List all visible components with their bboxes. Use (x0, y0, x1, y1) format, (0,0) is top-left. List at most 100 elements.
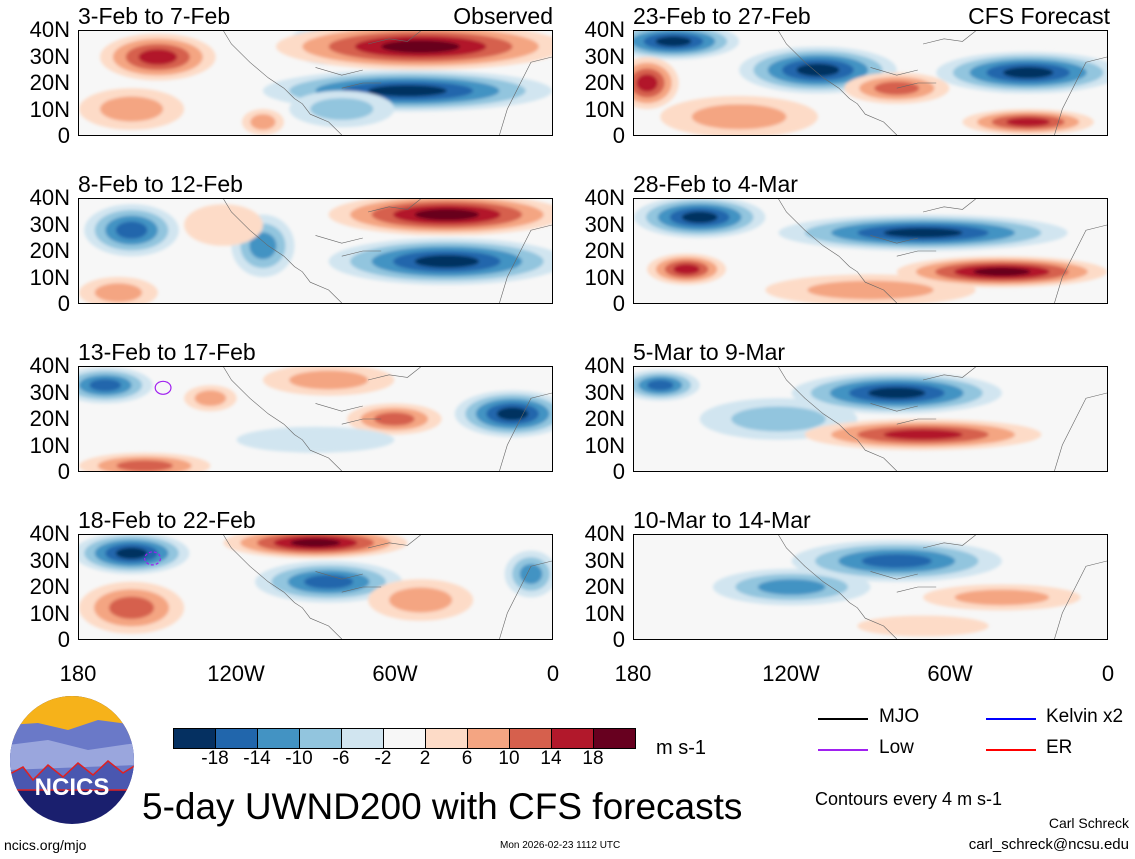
colorbar-swatch (258, 729, 300, 748)
x-tick: 60W (927, 661, 973, 686)
westerly-anomaly-contour (290, 538, 341, 548)
y-tick: 10N (29, 96, 70, 122)
forecast-label: CFS Forecast (968, 3, 1110, 29)
easterly-anomaly-contour (115, 547, 148, 559)
westerly-anomaly-contour (116, 460, 173, 471)
x-tick: 180 (59, 661, 97, 686)
easterly-anomaly-contour (115, 221, 148, 239)
colorbar-units: m s-1 (656, 737, 706, 759)
timestamp: Mon 2026-02-23 1112 UTC (500, 840, 621, 851)
y-tick: 0 (57, 459, 70, 484)
westerly-anomaly-contour (857, 615, 989, 637)
colorbar-label: -14 (243, 748, 271, 769)
author: Carl Schreck (1048, 815, 1129, 831)
low-contour (145, 552, 161, 565)
y-tick: 20N (29, 238, 70, 263)
easterly-anomaly-contour (310, 98, 374, 120)
panel-title: 8-Feb to 12-Feb (78, 171, 243, 197)
x-tick: 0 (1101, 661, 1115, 686)
colorbar (173, 728, 636, 749)
mjo-line-swatch (818, 718, 868, 720)
y-tick: 30N (29, 211, 70, 237)
y-tick: 30N (29, 379, 70, 405)
coastline (779, 367, 1107, 471)
easterly-anomaly-contour (731, 406, 826, 432)
y-tick: 40N (584, 185, 625, 210)
map-panel (78, 534, 553, 640)
westerly-anomaly-contour (289, 370, 369, 390)
coastline (224, 31, 552, 135)
westerly-anomaly-contour (109, 596, 155, 619)
easterly-anomaly-contour (414, 255, 480, 268)
easterly-anomaly-contour (249, 232, 277, 260)
y-tick: 10N (584, 96, 625, 122)
low-line-swatch (818, 749, 868, 751)
westerly-anomaly-contour (374, 412, 415, 426)
y-tick: 20N (584, 238, 625, 263)
panel-title: 5-Mar to 9-Mar (633, 339, 786, 365)
coastline (224, 199, 552, 303)
easterly-anomaly-contour (496, 407, 529, 421)
colorbar-swatch (552, 729, 594, 748)
y-tick: 40N (584, 353, 625, 378)
colorbar-swatch (384, 729, 426, 748)
colorbar-label: -6 (332, 748, 350, 769)
map-panel (633, 198, 1108, 304)
westerly-anomaly-contour (94, 283, 143, 302)
map-panel (633, 534, 1108, 640)
x-tick: 60W (372, 661, 418, 686)
colorbar-swatch (174, 729, 216, 748)
westerly-anomaly-contour (184, 204, 263, 246)
y-tick: 20N (584, 406, 625, 431)
colorbar-swatch (342, 729, 384, 748)
colorbar-swatch (216, 729, 258, 748)
y-tick: 10N (584, 432, 625, 458)
easterly-anomaly-contour (796, 63, 840, 77)
y-tick: 0 (612, 291, 625, 316)
y-tick: 10N (29, 600, 70, 626)
y-tick: 40N (29, 17, 70, 42)
y-tick: 0 (57, 291, 70, 316)
coastline (779, 535, 1107, 639)
x-tick: 180 (614, 661, 652, 686)
colorbar-label: 18 (582, 748, 604, 769)
y-tick: 10N (29, 264, 70, 290)
y-tick: 30N (29, 547, 70, 573)
y-tick: 20N (29, 406, 70, 431)
westerly-anomaly-contour (807, 280, 934, 300)
panel-title: 28-Feb to 4-Mar (633, 171, 798, 197)
westerly-anomaly-contour (194, 390, 227, 406)
panel-title: 13-Feb to 17-Feb (78, 339, 256, 365)
westerly-anomaly-contour (414, 208, 480, 221)
legend-kelvin: Kelvin x2 (1046, 706, 1124, 727)
westerly-anomaly-contour (250, 114, 276, 130)
y-tick: 40N (29, 521, 70, 546)
y-tick: 30N (584, 211, 625, 237)
easterly-anomaly-contour (368, 85, 447, 97)
y-tick: 40N (29, 185, 70, 210)
easterly-anomaly-contour (89, 379, 122, 392)
westerly-anomaly-contour (636, 74, 658, 92)
map-panel (78, 198, 553, 304)
er-line-swatch (986, 749, 1036, 751)
colorbar-label: 2 (419, 748, 431, 769)
url-text: ncics.org/mjo (4, 837, 87, 853)
colorbar-label: 6 (461, 748, 473, 769)
y-tick: 0 (612, 627, 625, 652)
westerly-anomaly-contour (389, 587, 453, 613)
y-tick: 20N (29, 574, 70, 599)
y-tick: 20N (584, 574, 625, 599)
y-tick: 0 (612, 459, 625, 484)
coastline (224, 535, 552, 639)
y-tick: 30N (584, 379, 625, 405)
y-tick: 20N (29, 70, 70, 95)
ncics-logo: NCICS (10, 696, 134, 824)
panel-title: 3-Feb to 7-Feb (78, 3, 231, 29)
easterly-anomaly-contour (519, 563, 543, 585)
colorbar-swatch (510, 729, 552, 748)
coastline (779, 199, 1107, 303)
y-tick: 40N (29, 353, 70, 378)
colorbar-swatch (468, 729, 510, 748)
easterly-anomaly-contour (236, 426, 395, 453)
westerly-anomaly-contour (691, 104, 787, 130)
